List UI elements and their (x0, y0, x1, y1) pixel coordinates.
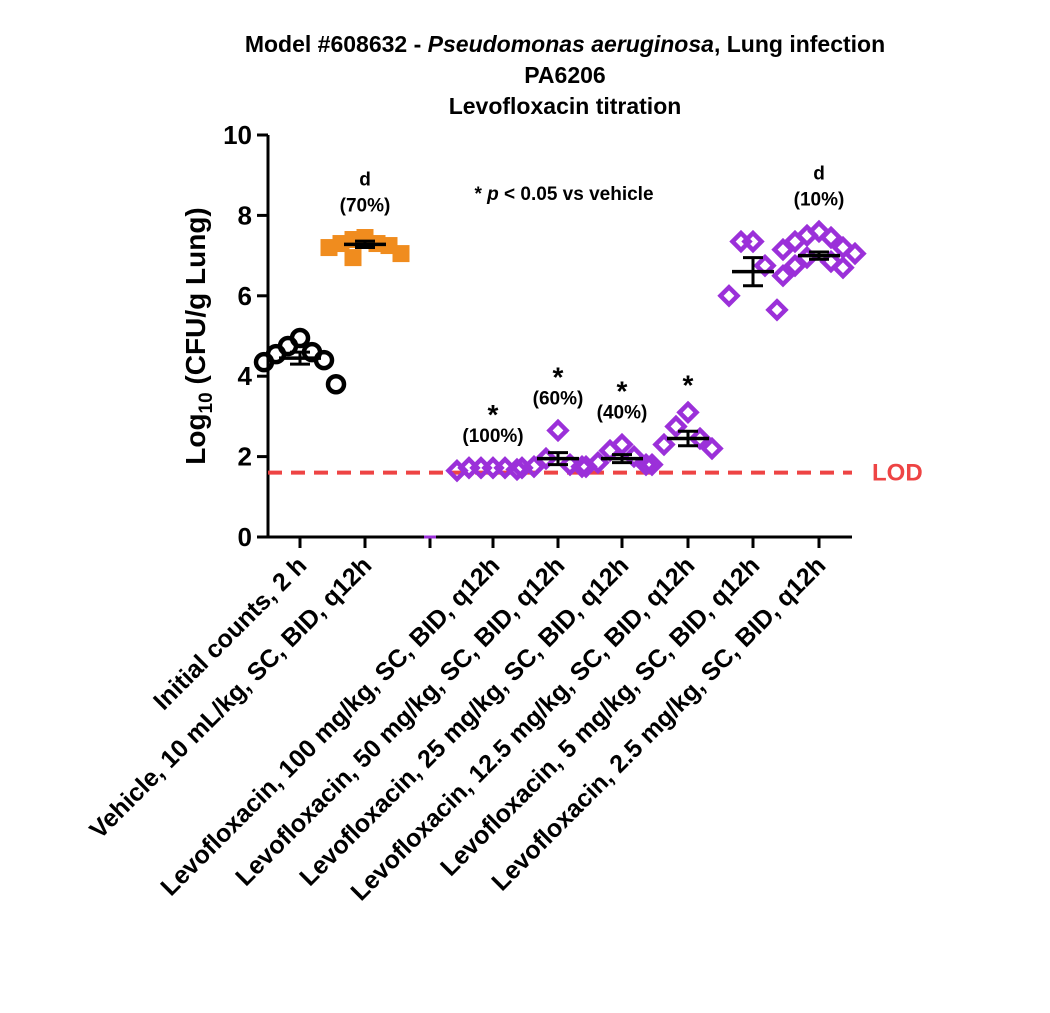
y-tick-label: 4 (238, 361, 253, 391)
group-annotation: d (359, 170, 371, 191)
data-point (765, 298, 789, 322)
y-tick-label: 2 (238, 442, 252, 472)
data-point (688, 426, 712, 451)
data-point (729, 229, 753, 254)
data-point (819, 225, 843, 250)
data-point (313, 349, 335, 371)
data-point (325, 373, 347, 395)
data-point (457, 456, 481, 480)
data-point (783, 253, 807, 278)
y-axis-label-main: Log (180, 413, 211, 464)
significance-star-mark: * (617, 376, 628, 407)
data-point (771, 264, 795, 288)
data-point (344, 249, 362, 267)
y-axis-label-subscript: 10 (196, 392, 217, 413)
y-axis-label-rest: (CFU/g Lung) (180, 207, 211, 392)
mean-sem-bars (279, 239, 840, 467)
y-tick-label: 0 (238, 522, 252, 552)
data-point (574, 454, 598, 479)
chart-title: Model #608632 - Pseudomonas aeruginosa, … (245, 31, 885, 119)
data-point (392, 245, 410, 263)
lod-label: LOD (872, 460, 923, 487)
annotations: (70%)d(100%)* (60%)*(40%)* *(10%)d (340, 163, 845, 446)
data-point (510, 456, 534, 480)
group-annotation: (100%) (462, 426, 523, 447)
data-point (753, 253, 777, 278)
title-line-1: Model #608632 - Pseudomonas aeruginosa, … (245, 31, 885, 57)
data-point (843, 241, 867, 266)
group-annotation: (60%) (533, 388, 584, 409)
data-point (546, 418, 570, 443)
data-point (771, 237, 795, 262)
data-point (320, 239, 338, 257)
group-annotation: (10%) (794, 189, 845, 210)
axes: 0 2 4 6 8 10 (223, 120, 852, 552)
data-point (445, 458, 469, 483)
data-point (534, 446, 558, 471)
y-tick-label: 10 (223, 120, 252, 150)
significance-p: p (486, 184, 499, 205)
title-suffix: , Lung infection (714, 31, 885, 57)
significance-star: * (474, 184, 487, 205)
data-point (676, 400, 700, 425)
data-point (831, 255, 855, 280)
data-point (640, 452, 664, 477)
data-point (664, 414, 688, 439)
significance-star-mark: * (683, 369, 694, 400)
group-annotation: d (813, 163, 825, 184)
data-point (610, 432, 634, 457)
data-point (253, 351, 275, 373)
data-point (807, 219, 831, 244)
y-axis-label: Log10 (CFU/g Lung) (180, 207, 217, 465)
data-point (634, 452, 658, 477)
title-line-3: Levofloxacin titration (449, 93, 682, 119)
lod-layer: LOD (268, 460, 923, 487)
group-annotation: (70%) (340, 196, 391, 217)
data-points (253, 219, 867, 539)
title-line-2: PA6206 (524, 62, 605, 88)
title-prefix: Model #608632 - (245, 31, 428, 57)
data-point (795, 223, 819, 248)
y-tick-label: 8 (238, 200, 252, 230)
significance-star-mark: * (553, 361, 564, 392)
y-tick-label: 6 (238, 281, 252, 311)
title-organism: Pseudomonas aeruginosa (428, 31, 715, 57)
data-point (652, 432, 676, 457)
data-point (783, 229, 807, 254)
data-point (700, 436, 724, 461)
significance-rest: < 0.05 vs vehicle (499, 184, 654, 205)
significance-note: * p < 0.05 vs vehicle (474, 184, 653, 205)
significance-star-mark: * (488, 399, 499, 430)
group-annotation: (40%) (597, 403, 648, 424)
data-point (717, 284, 741, 308)
